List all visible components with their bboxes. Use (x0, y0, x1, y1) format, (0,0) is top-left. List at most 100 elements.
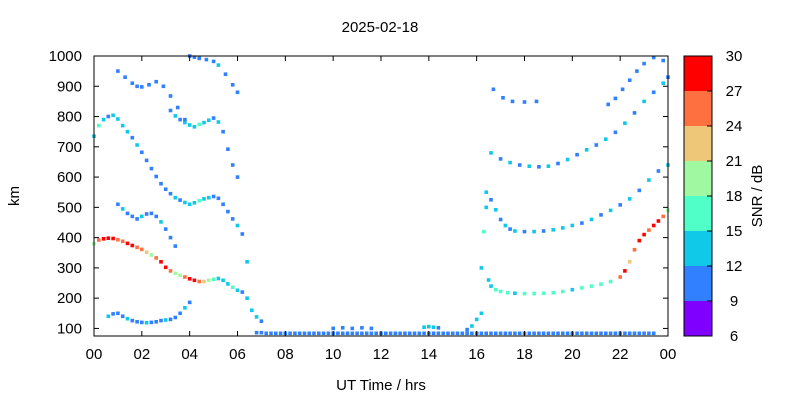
colorbar-tick-label: 21 (726, 153, 743, 170)
chart-title: 2025-02-18 (342, 19, 419, 36)
data-point-7-53 (508, 331, 512, 336)
data-point-6-15 (178, 311, 182, 316)
data-point-7-22 (360, 331, 364, 336)
data-point-12-10 (642, 61, 646, 66)
data-point-7-12 (312, 331, 316, 336)
y-tick-label: 100 (57, 320, 82, 337)
data-point-0-31 (240, 290, 245, 294)
data-point-7-7 (288, 331, 292, 336)
data-point-0-2 (101, 237, 106, 241)
data-point-4-0 (116, 69, 120, 73)
data-point-7-59 (537, 331, 541, 336)
data-point-7-50 (494, 331, 498, 336)
data-point-7-42 (455, 331, 460, 336)
data-point-7-2 (264, 331, 268, 336)
colorbar-tick-label: 6 (730, 328, 738, 345)
data-point-6-11 (159, 318, 163, 323)
data-point-0-19 (183, 275, 187, 279)
data-point-7-45 (470, 331, 474, 336)
data-point-0-3 (106, 236, 111, 240)
data-point-7-80 (637, 331, 642, 336)
data-point-6-14 (173, 315, 178, 320)
data-point-2-10 (216, 120, 221, 124)
y-tick-label: 300 (57, 260, 82, 277)
data-point-2-9 (211, 116, 216, 120)
data-point-7-28 (388, 331, 393, 336)
y-tick-label: 1000 (49, 48, 82, 65)
data-point-6-7 (140, 320, 144, 325)
data-point-9-9 (522, 291, 527, 296)
data-point-4-5 (147, 83, 151, 87)
data-point-2-7 (202, 120, 206, 125)
data-point-7-15 (326, 331, 331, 336)
data-point-8-5 (422, 325, 426, 329)
data-point-6-8 (144, 320, 149, 325)
colorbar-tick-label: 27 (726, 83, 743, 100)
data-point-1-2 (101, 117, 106, 122)
data-point-6-1 (111, 312, 115, 316)
data-point-1-1 (97, 123, 101, 128)
data-point-11-13 (613, 130, 618, 135)
data-point-8-11 (474, 317, 479, 322)
data-point-5-7 (230, 83, 235, 87)
data-point-0-20 (187, 277, 192, 281)
data-point-1-32 (245, 260, 249, 264)
data-point-7-77 (623, 331, 627, 336)
data-point-3-12 (173, 244, 178, 248)
data-point-0-30 (235, 288, 240, 293)
data-point-0-23 (202, 279, 206, 284)
data-point-5-5 (216, 63, 221, 67)
data-point-7-48 (484, 331, 488, 336)
data-point-3-11 (168, 235, 173, 240)
data-point-10-19 (637, 188, 642, 193)
y-tick-label: 200 (57, 290, 82, 307)
data-point-9-7 (506, 290, 510, 295)
data-point-0-18 (178, 273, 182, 277)
data-point-0-7 (125, 241, 130, 246)
data-point-2-2 (178, 117, 182, 122)
data-point-3-7 (149, 211, 154, 216)
data-point-0-12 (149, 253, 154, 257)
data-point-3-4 (135, 217, 139, 221)
data-point-1-22 (197, 198, 201, 203)
plot-frame (93, 55, 669, 337)
data-point-6-10 (154, 320, 158, 324)
data-point-2-12 (226, 147, 230, 151)
data-point-7-30 (398, 331, 402, 336)
data-point-7-44 (465, 331, 469, 336)
data-point-11-6 (546, 164, 551, 168)
data-point-7-47 (479, 331, 484, 336)
colorbar-tick-label: 12 (726, 258, 743, 275)
data-point-12-1 (501, 96, 505, 100)
x-tick-label: 20 (564, 346, 581, 363)
data-point-9-5 (494, 287, 498, 292)
data-point-8-4 (369, 326, 374, 331)
data-point-2-4 (187, 123, 192, 127)
colorbar-bin-5 (684, 231, 712, 266)
data-point-7-32 (407, 331, 412, 336)
data-point-9-15 (580, 286, 584, 290)
data-point-9-10 (532, 291, 536, 296)
data-point-7-71 (594, 331, 599, 336)
data-point-0-29 (230, 285, 235, 290)
x-tick-label: 06 (229, 346, 246, 363)
data-point-12-3 (522, 100, 527, 104)
data-point-1-20 (187, 202, 192, 207)
data-point-4-4 (140, 85, 144, 89)
data-point-9-19 (618, 275, 622, 279)
data-point-10-9 (541, 229, 546, 233)
x-tick-label: 12 (373, 346, 390, 363)
data-point-2-0 (168, 108, 173, 113)
data-point-9-14 (570, 287, 575, 292)
data-point-0-21 (192, 278, 197, 283)
data-point-2-5 (192, 125, 197, 129)
data-point-7-54 (513, 331, 517, 336)
data-point-6-2 (116, 311, 120, 316)
data-point-7-14 (321, 331, 326, 336)
data-point-7-1 (259, 330, 264, 335)
data-point-1-15 (163, 187, 168, 191)
data-point-11-5 (537, 165, 541, 169)
data-point-7-4 (274, 331, 278, 336)
colorbar-tick-label: 18 (726, 188, 743, 205)
